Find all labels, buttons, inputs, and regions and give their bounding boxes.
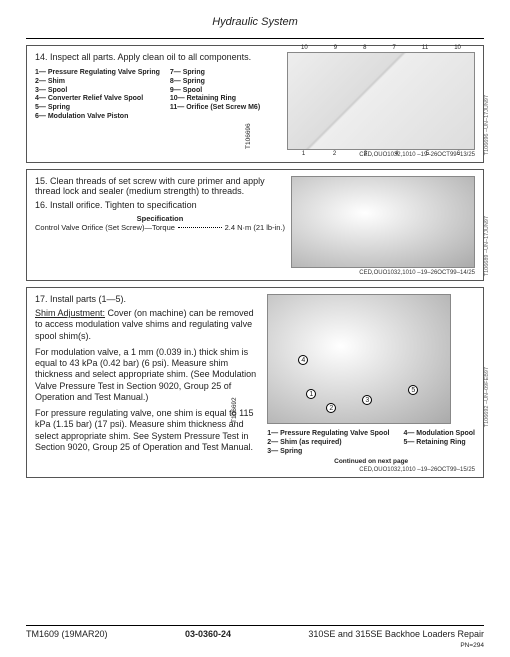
spec-title: Specification [35,214,285,223]
legend-item: 3— Spring [267,448,389,457]
figure-code-17: T106692 [231,397,238,423]
step-17: 17. Install parts (1—5). [35,294,261,304]
vertical-ref-14: T106696 –UN–17JUN97 [484,95,490,155]
footer-right-title: 310SE and 315SE Backhoe Loaders Repair [308,629,484,639]
callout-num: 7 [393,45,396,51]
footer-left: TM1609 (19MAR20) [26,629,108,639]
legend-item: 2— Shim (as required) [267,439,389,448]
legend-item: 5— Retaining Ring [403,439,475,448]
spec-value: 2.4 N·m (21 lb-in.) [225,223,285,232]
legend-item: 9— Spool [170,87,260,96]
legend-17-right: 4— Modulation Spool 5— Retaining Ring [403,430,475,456]
shim-adjust-lead: Shim Adjustment: [35,308,105,318]
para-modulation: For modulation valve, a 1 mm (0.039 in.)… [35,347,261,403]
para-pressure: For pressure regulating valve, one shim … [35,408,261,453]
legend-item: 1— Pressure Regulating Valve Spool [267,430,389,439]
callout-num: 3 [362,395,372,405]
callout-num: 4 [395,151,398,157]
figure-code: T106696 [245,123,252,149]
figure-ref-15: CED,OUO1032,1010 –19–26OCT99–14/25 [291,270,475,276]
legend-item: 5— Spring [35,104,160,113]
spec-label: Control Valve Orifice (Set Screw)—Torque [35,223,175,232]
spec-row: Control Valve Orifice (Set Screw)—Torque… [35,223,285,232]
legend-item: 2— Shim [35,78,160,87]
legend-14-right: 7— Spring 8— Spring 9— Spool 10— Retaini… [170,69,260,122]
legend-14-left: 1— Pressure Regulating Valve Spring 2— S… [35,69,160,122]
step-15: 15. Clean threads of set screw with cure… [35,176,285,196]
diagram-top-labels: 10 9 8 7 11 10 [288,45,474,51]
section-14-image-col: 10 9 8 7 11 10 1 2 3 4 5 6 T106696 CED,O… [287,52,475,158]
callout-num: 5 [426,151,429,157]
shim-adjust-para: Shim Adjustment: Cover (on machine) can … [35,308,261,342]
callout-num: 5 [408,385,418,395]
callout-num: 10 [454,45,461,51]
legend-item: 1— Pressure Regulating Valve Spring [35,69,160,78]
callout-num: 1 [306,389,316,399]
vertical-ref-15: T106689 –UN–17JUN97 [484,216,490,276]
footer-pn: PN=294 [460,642,484,649]
section-14: 14. Inspect all parts. Apply clean oil t… [26,45,484,163]
footer-center: 03-0360-24 [185,629,231,639]
callout-num: 2 [333,151,336,157]
footer-row: TM1609 (19MAR20) 03-0360-24 310SE and 31… [26,629,484,649]
legend-14: 1— Pressure Regulating Valve Spring 2— S… [35,66,281,125]
footer-rule [26,625,484,626]
callout-num: 2 [326,403,336,413]
section-15-image-col: CED,OUO1032,1010 –19–26OCT99–14/25 [291,176,475,276]
legend-item: 3— Spool [35,87,160,96]
legend-item: 10— Retaining Ring [170,95,260,104]
leader-dots [178,227,222,228]
callout-num: 3 [364,151,367,157]
legend-item: 7— Spring [170,69,260,78]
section-17-text: 17. Install parts (1—5). Shim Adjustment… [35,294,261,473]
figure-ref-17: CED,OUO1032,1010 –19–26OCT99–15/25 [267,467,475,473]
legend-item: 11— Orifice (Set Screw M6) [170,104,260,113]
exploded-diagram: 10 9 8 7 11 10 1 2 3 4 5 6 T106696 [287,52,475,150]
page-title: Hydraulic System [26,16,484,28]
section-17: 17. Install parts (1—5). Shim Adjustment… [26,287,484,478]
orifice-photo [291,176,475,268]
vertical-ref-17: T106692 –UN–09FEB97 [484,367,490,427]
legend-item: 4— Modulation Spool [403,430,475,439]
callout-num: 8 [363,45,366,51]
section-15-text: 15. Clean threads of set screw with cure… [35,176,285,276]
footer-right: 310SE and 315SE Backhoe Loaders Repair P… [308,629,484,649]
page: Hydraulic System 14. Inspect all parts. … [0,0,510,657]
step-14: 14. Inspect all parts. Apply clean oil t… [35,52,281,62]
continued-label: Continued on next page [267,458,475,465]
callout-num: 6 [457,151,460,157]
legend-17-left: 1— Pressure Regulating Valve Spool 2— Sh… [267,430,389,456]
diagram-bottom-labels: 1 2 3 4 5 6 [288,151,474,157]
callout-num: 9 [334,45,337,51]
section-17-image-col: T106692 1 2 3 4 5 1— Pressure Regulating… [267,294,475,473]
header-rule [26,38,484,39]
legend-item: 6— Modulation Valve Piston [35,113,160,122]
install-parts-photo: T106692 1 2 3 4 5 [267,294,451,424]
step-16: 16. Install orifice. Tighten to specific… [35,200,285,210]
callout-num: 10 [301,45,308,51]
callout-num: 1 [302,151,305,157]
page-footer: TM1609 (19MAR20) 03-0360-24 310SE and 31… [26,625,484,649]
legend-item: 4— Converter Relief Valve Spool [35,95,160,104]
section-15-16: 15. Clean threads of set screw with cure… [26,169,484,281]
callout-num: 11 [422,45,428,51]
legend-item: 8— Spring [170,78,260,87]
legend-17: 1— Pressure Regulating Valve Spool 2— Sh… [267,430,475,456]
callout-num: 4 [298,355,308,365]
